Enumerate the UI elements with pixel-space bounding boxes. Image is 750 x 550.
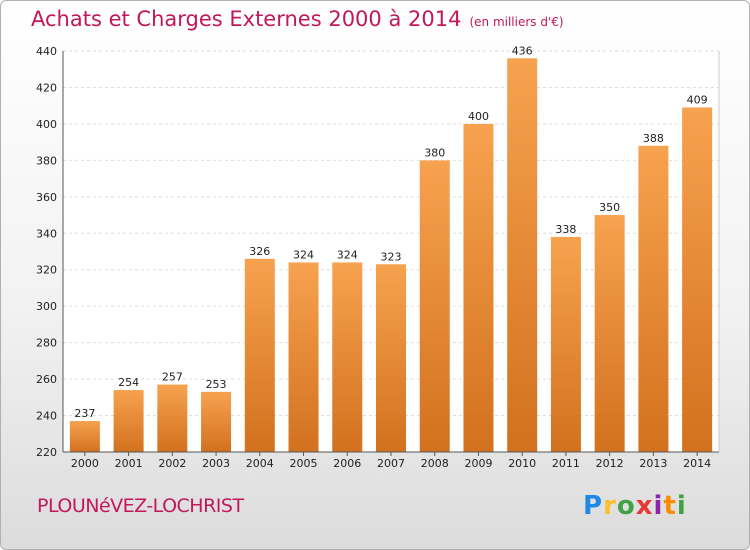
bar xyxy=(332,262,363,452)
x-tick-label: 2011 xyxy=(552,457,580,470)
bar-value-label: 350 xyxy=(599,201,620,214)
y-tick-label: 260 xyxy=(36,373,57,386)
bar-value-label: 237 xyxy=(74,407,95,420)
bar-value-label: 323 xyxy=(381,250,402,263)
x-tick-label: 2004 xyxy=(246,457,274,470)
x-tick-label: 2012 xyxy=(596,457,624,470)
bar xyxy=(419,160,450,452)
x-tick-label: 2013 xyxy=(639,457,667,470)
bar xyxy=(113,390,144,452)
bar-value-label: 338 xyxy=(555,223,576,236)
x-tick-label: 2003 xyxy=(202,457,230,470)
y-tick-label: 280 xyxy=(36,337,57,350)
bar-value-label: 436 xyxy=(512,44,533,57)
y-tick-label: 380 xyxy=(36,154,57,167)
bar-value-label: 400 xyxy=(468,110,489,123)
bar-value-label: 388 xyxy=(643,132,664,145)
x-tick-label: 2005 xyxy=(290,457,318,470)
proxiti-logo: Proxiti xyxy=(583,491,687,521)
y-tick-label: 300 xyxy=(36,300,57,313)
logo-letter: i xyxy=(676,491,687,521)
y-tick-label: 400 xyxy=(36,118,57,131)
x-tick-label: 2002 xyxy=(158,457,186,470)
logo-letter: r xyxy=(603,491,617,521)
x-tick-label: 2001 xyxy=(115,457,143,470)
bar xyxy=(507,58,538,453)
bar-value-label: 326 xyxy=(249,245,270,258)
x-tick-label: 2010 xyxy=(508,457,536,470)
logo-letter: t xyxy=(663,491,677,521)
bar-value-label: 409 xyxy=(687,94,708,107)
bar xyxy=(201,391,232,452)
logo-letter: P xyxy=(583,491,604,521)
logo-letter: i xyxy=(653,491,664,521)
bar xyxy=(157,384,188,452)
bar xyxy=(376,264,406,452)
y-tick-label: 240 xyxy=(36,410,57,423)
chart-title-text: Achats et Charges Externes 2000 à 2014 xyxy=(31,7,462,31)
y-tick-label: 440 xyxy=(36,45,57,58)
y-tick-label: 420 xyxy=(36,81,57,94)
x-tick-label: 2009 xyxy=(464,457,492,470)
x-tick-label: 2006 xyxy=(333,457,361,470)
logo-letter: o xyxy=(616,491,636,521)
bar xyxy=(69,421,100,452)
bar-value-label: 324 xyxy=(293,248,314,261)
y-tick-label: 340 xyxy=(36,227,57,240)
logo-letter: x xyxy=(635,491,654,521)
x-tick-label: 2008 xyxy=(421,457,449,470)
commune-name: PLOUNéVEZ-LOCHRIST xyxy=(37,495,244,517)
bar-value-label: 380 xyxy=(424,146,445,159)
bar-value-label: 257 xyxy=(162,371,183,384)
bar-value-label: 254 xyxy=(118,376,139,389)
x-tick-label: 2014 xyxy=(683,457,711,470)
y-tick-label: 360 xyxy=(36,191,57,204)
bar-value-label: 324 xyxy=(337,248,358,261)
bar xyxy=(244,258,275,452)
chart-units: (en milliers d'€) xyxy=(469,15,564,29)
y-tick-label: 320 xyxy=(36,264,57,277)
bar xyxy=(594,215,625,452)
bar xyxy=(638,145,669,453)
bar xyxy=(288,262,319,452)
y-tick-label: 220 xyxy=(36,446,57,459)
bar xyxy=(463,123,494,452)
bar xyxy=(550,236,581,452)
chart-title: Achats et Charges Externes 2000 à 2014 (e… xyxy=(31,7,564,31)
x-tick-label: 2000 xyxy=(71,457,99,470)
bar xyxy=(682,107,713,452)
bar-value-label: 253 xyxy=(206,378,227,391)
x-tick-label: 2007 xyxy=(377,457,405,470)
